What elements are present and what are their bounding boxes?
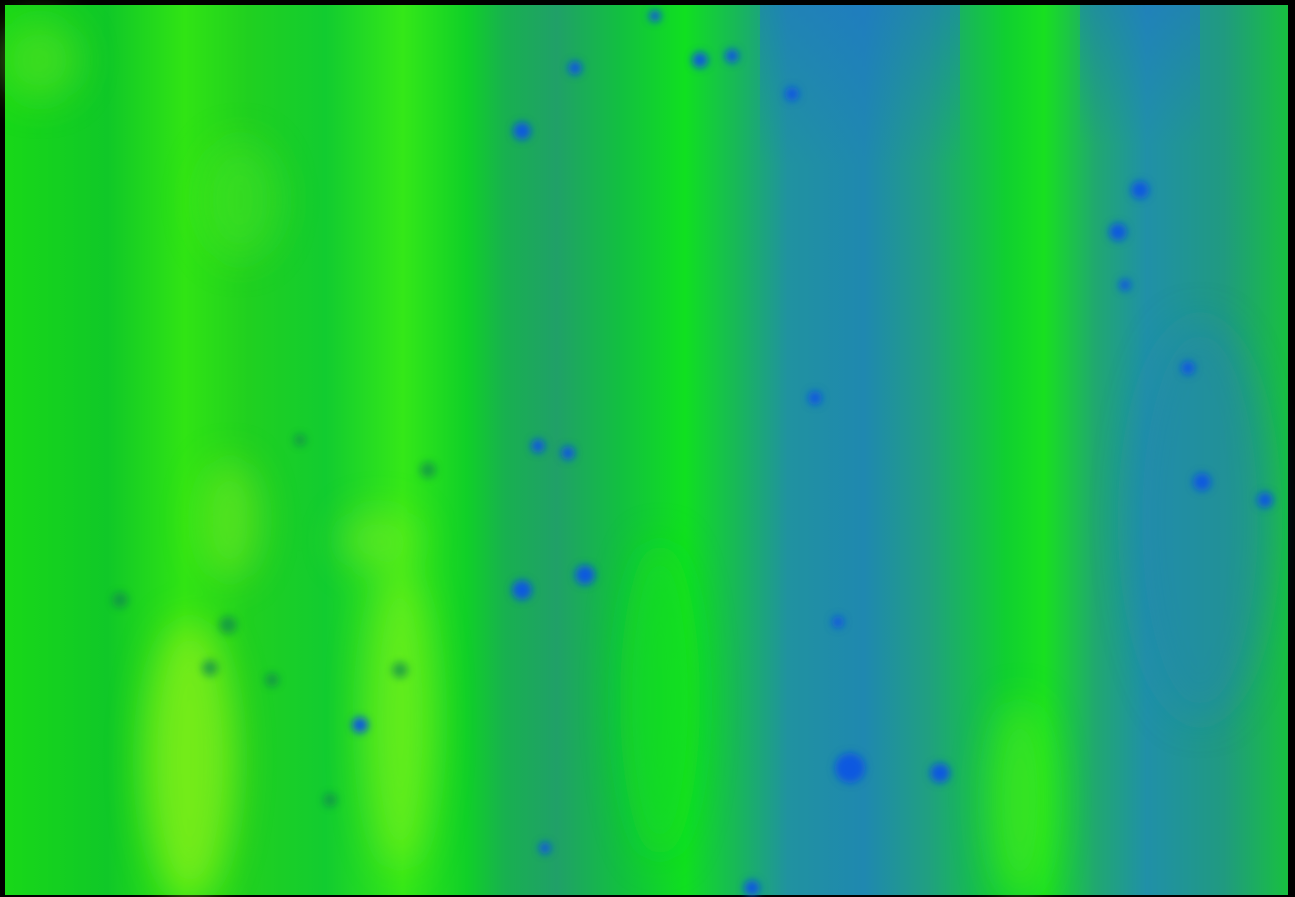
false-color-image	[0, 0, 1295, 897]
blue-zone	[1080, 5, 1200, 355]
blue-zone	[760, 5, 960, 405]
image-area	[0, 5, 1288, 897]
page	[0, 0, 1295, 897]
